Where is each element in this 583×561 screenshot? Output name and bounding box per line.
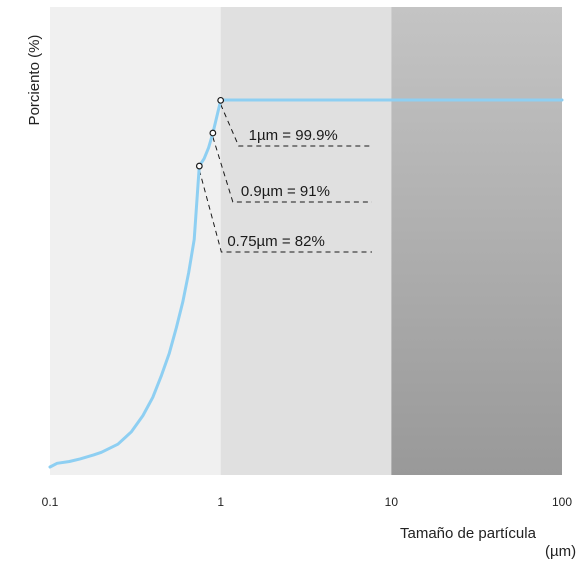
x-tick-labels: 0.1 1 10 100 <box>42 495 573 509</box>
background-band-3 <box>391 7 562 475</box>
annotation-label-1: 1µm = 99.9% <box>249 127 338 144</box>
annotation-marker-1 <box>217 96 225 104</box>
annotation-leader-1 <box>220 104 372 147</box>
series-line-1 <box>48 98 564 469</box>
x-tick-label: 0.1 <box>42 495 59 509</box>
annotation-labels: 1µm = 99.9% 0.9µm = 91% 0.75µm = 82% <box>227 127 337 250</box>
annotation-marker-2 <box>209 129 217 137</box>
background-bands <box>50 7 562 475</box>
annotation-leaders <box>198 104 372 253</box>
series-lines <box>48 98 564 469</box>
x-tick-label: 100 <box>552 495 572 509</box>
annotation-markers <box>195 96 225 170</box>
background-band-1 <box>50 7 221 475</box>
y-axis-label: Porciento (%) <box>26 35 43 126</box>
x-axis-unit: (µm) <box>545 543 576 560</box>
annotation-label-3: 0.75µm = 82% <box>227 233 324 250</box>
annotation-leader-2 <box>212 136 372 203</box>
x-tick-label: 10 <box>385 495 399 509</box>
background-band-2 <box>220 7 392 475</box>
x-tick-label: 1 <box>217 495 224 509</box>
annotation-leader-3 <box>198 169 372 253</box>
annotation-label-2: 0.9µm = 91% <box>241 183 330 200</box>
x-axis-label: Tamaño de partícula <box>400 525 537 542</box>
annotation-marker-3 <box>195 162 203 170</box>
